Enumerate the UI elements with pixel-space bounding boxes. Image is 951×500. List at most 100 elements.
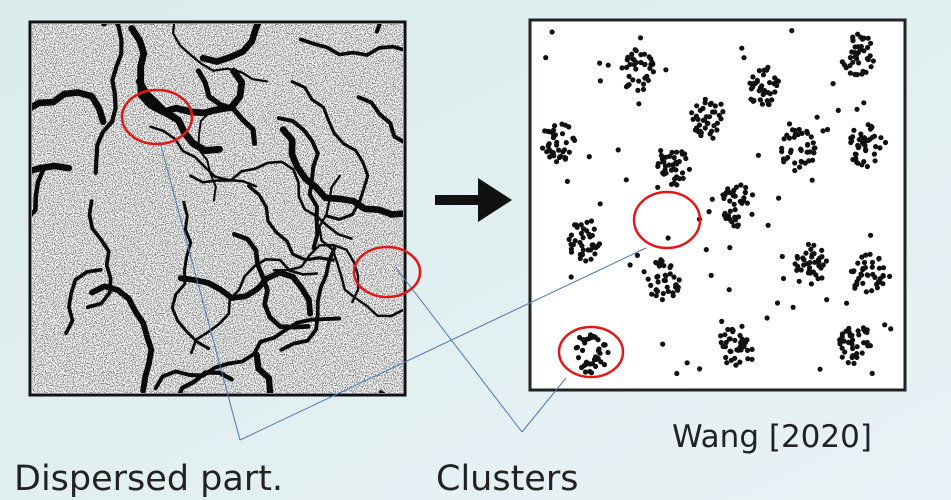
particle [598, 78, 603, 83]
particle [707, 114, 712, 119]
particle [797, 279, 802, 284]
particle [718, 102, 723, 107]
particle [801, 257, 806, 262]
particle [757, 68, 762, 73]
particle [781, 276, 786, 281]
particle [750, 84, 755, 89]
particle [865, 164, 870, 169]
particle [848, 71, 853, 76]
particle [860, 37, 865, 42]
particle [685, 360, 690, 365]
particle [591, 245, 596, 250]
particle [731, 193, 736, 198]
particle [860, 267, 865, 272]
particle [593, 335, 598, 340]
particle [792, 160, 797, 165]
particle [812, 146, 817, 151]
particle [799, 131, 804, 136]
particle [554, 159, 559, 164]
particle [566, 124, 571, 129]
particle [576, 355, 581, 360]
particle [873, 144, 878, 149]
particle [719, 319, 724, 324]
particle [710, 136, 715, 141]
particle [732, 338, 737, 343]
particle [780, 254, 785, 259]
particle [543, 55, 548, 60]
particle [836, 108, 841, 113]
particle [792, 168, 797, 173]
particle [729, 358, 734, 363]
particle [739, 324, 744, 329]
particle [579, 222, 584, 227]
particle [824, 297, 829, 302]
particle [580, 252, 585, 257]
particle [887, 274, 892, 279]
particle [567, 150, 572, 155]
particle [630, 56, 635, 61]
particle [840, 355, 845, 360]
particle [789, 28, 794, 33]
particle [882, 322, 887, 327]
particle [745, 348, 750, 353]
particle [817, 255, 822, 260]
particle [741, 198, 746, 203]
speckle [30, 22, 405, 395]
particle [850, 353, 855, 358]
particle [660, 159, 665, 164]
particle [660, 297, 665, 302]
particle [810, 158, 815, 163]
particle [855, 344, 860, 349]
particle [848, 140, 853, 145]
particle [811, 140, 816, 145]
particle [872, 134, 877, 139]
particle [751, 98, 756, 103]
particle [877, 266, 882, 271]
particle [700, 106, 705, 111]
particle [624, 177, 629, 182]
particle [807, 149, 812, 154]
particle [586, 247, 591, 252]
particle [862, 260, 867, 265]
particle [598, 201, 603, 206]
particle [872, 152, 877, 157]
particle [656, 279, 661, 284]
particle [861, 69, 866, 74]
particle [601, 343, 606, 348]
particle [674, 150, 679, 155]
particle [619, 65, 624, 70]
particle [553, 132, 558, 137]
particle [809, 281, 814, 286]
particle [815, 115, 820, 120]
particle [648, 283, 653, 288]
particle [677, 277, 682, 282]
particle [723, 355, 728, 360]
particle [868, 233, 873, 238]
particle [656, 161, 661, 166]
label-dispersed: Dispersed part. [14, 459, 283, 499]
particle [697, 122, 702, 127]
particle [848, 55, 853, 60]
particle [710, 197, 715, 202]
particle [569, 233, 574, 238]
particle [809, 134, 814, 139]
particle [750, 192, 755, 197]
particle [635, 88, 640, 93]
particle [552, 123, 557, 128]
particle [559, 122, 564, 127]
particle [749, 357, 754, 362]
particle [794, 268, 799, 273]
particle [724, 360, 729, 365]
particle [860, 281, 865, 286]
particle [799, 148, 804, 153]
particle [878, 135, 883, 140]
particle [718, 116, 723, 121]
particle [861, 100, 866, 105]
particle [787, 136, 792, 141]
particle [807, 265, 812, 270]
particle [739, 46, 744, 51]
particle [730, 327, 735, 332]
particle [710, 109, 715, 114]
particle [860, 350, 865, 355]
particle [702, 117, 707, 122]
